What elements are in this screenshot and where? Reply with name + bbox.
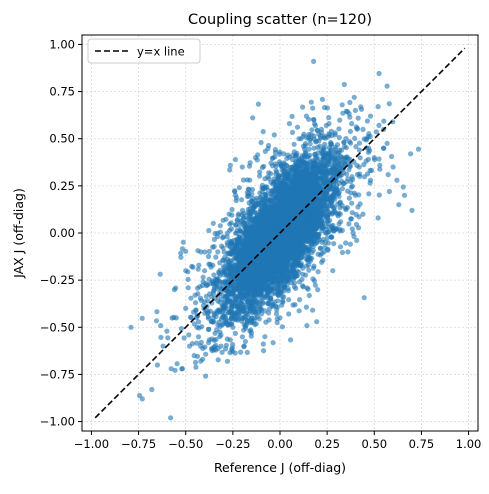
scatter-point bbox=[186, 285, 191, 290]
scatter-point bbox=[271, 340, 276, 345]
scatter-point bbox=[201, 275, 206, 280]
scatter-point bbox=[207, 277, 212, 282]
scatter-point bbox=[203, 352, 208, 357]
scatter-point bbox=[206, 254, 211, 259]
scatter-point bbox=[387, 101, 392, 106]
scatter-point bbox=[261, 348, 266, 353]
scatter-point bbox=[218, 344, 223, 349]
scatter-point bbox=[261, 341, 266, 346]
scatter-point bbox=[338, 244, 343, 249]
scatter-point bbox=[216, 357, 221, 362]
scatter-point bbox=[274, 179, 279, 184]
scatter-point bbox=[216, 320, 221, 325]
scatter-point bbox=[337, 135, 342, 140]
scatter-point bbox=[199, 298, 204, 303]
scatter-point bbox=[309, 127, 314, 132]
scatter-point bbox=[205, 282, 210, 287]
scatter-point bbox=[229, 220, 234, 225]
scatter-point bbox=[239, 197, 244, 202]
scatter-point bbox=[312, 137, 317, 142]
scatter-point bbox=[348, 129, 353, 134]
scatter-point bbox=[355, 172, 360, 177]
scatter-point bbox=[230, 342, 235, 347]
scatter-point bbox=[299, 277, 304, 282]
scatter-point bbox=[352, 95, 357, 100]
scatter-point bbox=[318, 246, 323, 251]
scatter-point bbox=[225, 359, 230, 364]
scatter-point bbox=[297, 297, 302, 302]
scatter-point bbox=[196, 334, 201, 339]
scatter-point bbox=[212, 237, 217, 242]
scatter-point bbox=[311, 266, 316, 271]
scatter-point bbox=[229, 207, 234, 212]
scatter-point bbox=[165, 335, 170, 340]
scatter-point bbox=[346, 167, 351, 172]
scatter-point bbox=[193, 300, 198, 305]
scatter-point bbox=[347, 115, 352, 120]
scatter-point bbox=[358, 155, 363, 160]
scatter-point bbox=[354, 126, 359, 131]
scatter-point bbox=[349, 216, 354, 221]
scatter-point bbox=[338, 219, 343, 224]
scatter-point bbox=[290, 130, 295, 135]
scatter-point bbox=[210, 245, 215, 250]
scatter-point bbox=[376, 104, 381, 109]
scatter-point bbox=[376, 156, 381, 161]
scatter-point bbox=[213, 231, 218, 236]
scatter-point bbox=[328, 141, 333, 146]
scatter-point bbox=[297, 308, 302, 313]
scatter-point bbox=[262, 176, 267, 181]
scatter-point bbox=[365, 118, 370, 123]
scatter-point bbox=[257, 316, 262, 321]
scatter-point bbox=[381, 119, 386, 124]
scatter-point bbox=[385, 84, 390, 89]
scatter-point bbox=[245, 350, 250, 355]
scatter-point bbox=[358, 104, 363, 109]
scatter-point bbox=[260, 300, 265, 305]
scatter-point bbox=[342, 82, 347, 87]
scatter-point bbox=[345, 189, 350, 194]
scatter-point bbox=[186, 277, 191, 282]
scatter-point bbox=[191, 310, 196, 315]
scatter-point bbox=[353, 144, 358, 149]
scatter-point bbox=[374, 129, 379, 134]
scatter-point bbox=[385, 141, 390, 146]
scatter-point bbox=[188, 296, 193, 301]
scatter-point bbox=[203, 374, 208, 379]
scatter-point bbox=[233, 231, 238, 236]
scatter-point bbox=[179, 326, 184, 331]
scatter-point bbox=[331, 241, 336, 246]
scatter-point bbox=[218, 230, 223, 235]
scatter-point bbox=[286, 297, 291, 302]
scatter-point bbox=[275, 298, 280, 303]
scatter-point bbox=[228, 337, 233, 342]
scatter-point bbox=[340, 186, 345, 191]
scatter-point bbox=[233, 331, 238, 336]
scatter-point bbox=[175, 361, 180, 366]
scatter-point bbox=[240, 334, 245, 339]
scatter-point bbox=[213, 282, 218, 287]
scatter-point bbox=[273, 147, 278, 152]
scatter-point bbox=[186, 332, 191, 337]
scatter-point bbox=[274, 170, 279, 175]
scatter-point bbox=[238, 350, 243, 355]
scatter-point bbox=[257, 173, 262, 178]
scatter-point bbox=[300, 105, 305, 110]
scatter-point bbox=[263, 320, 268, 325]
scatter-point bbox=[213, 331, 218, 336]
scatter-point bbox=[217, 271, 222, 276]
scatter-point bbox=[295, 125, 300, 130]
scatter-point bbox=[182, 335, 187, 340]
scatter-point bbox=[345, 176, 350, 181]
scatter-point bbox=[213, 277, 218, 282]
scatter-point bbox=[347, 196, 352, 201]
scatter-point bbox=[193, 365, 198, 370]
scatter-point bbox=[352, 136, 357, 141]
scatter-point bbox=[343, 207, 348, 212]
